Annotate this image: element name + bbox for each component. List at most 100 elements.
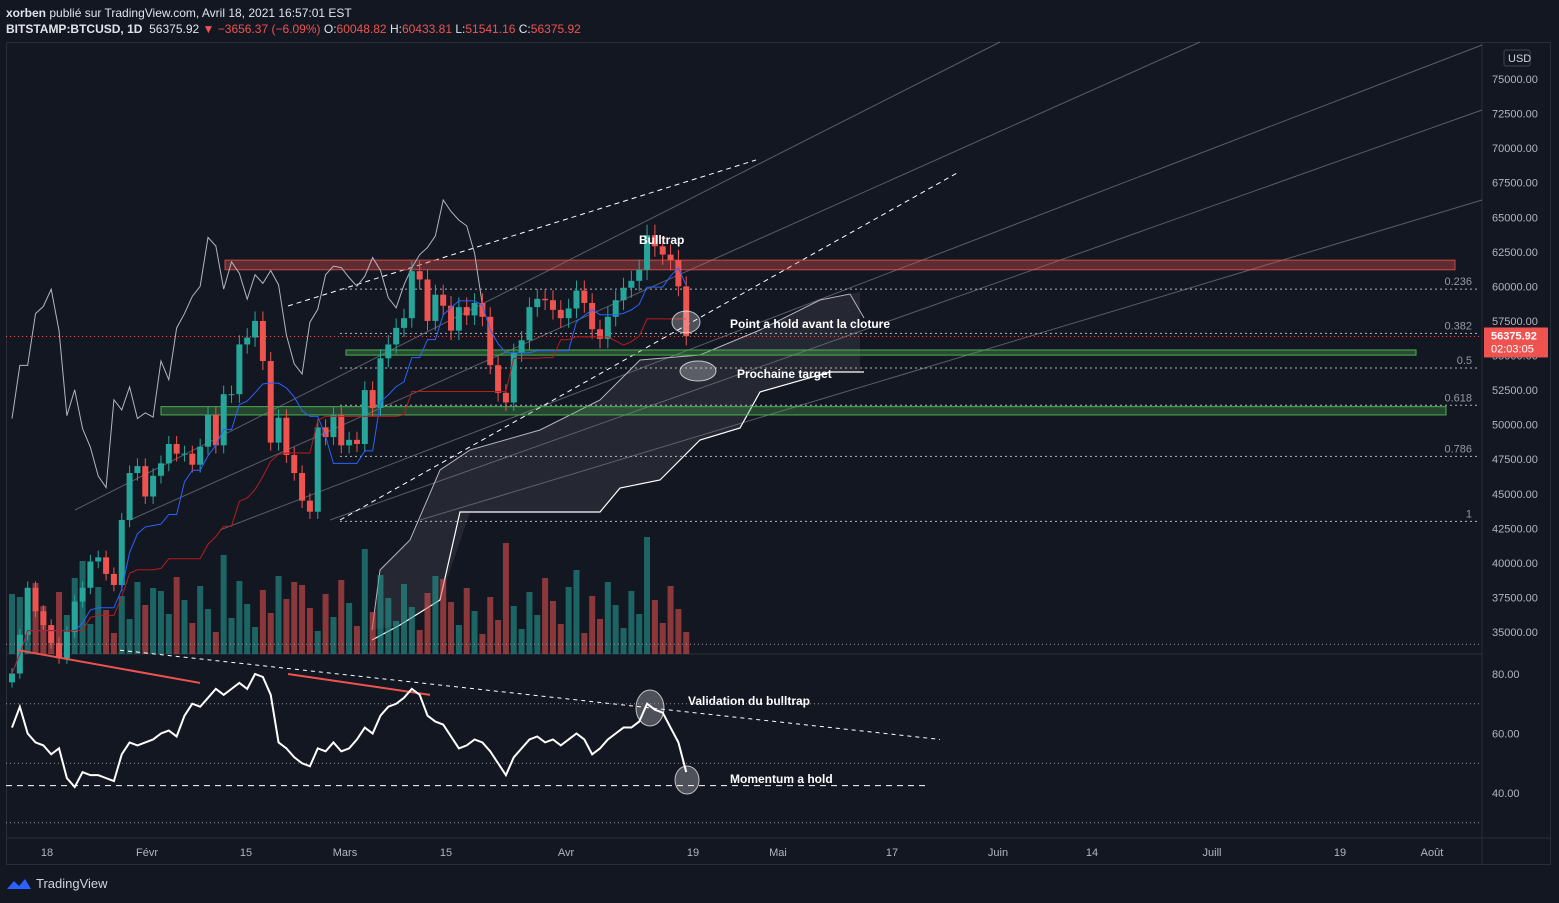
volume-bar [377,575,384,654]
time-tick-label: Mai [769,847,787,859]
candle-body [157,463,164,476]
price-tick-label: 47500.00 [1492,454,1538,466]
volume-bar [134,582,141,654]
volume-bar [157,591,164,654]
volume-bar [361,549,368,654]
candle-body [212,414,219,446]
fib-label-3: 0.618 [1444,392,1472,404]
candle-body [322,427,329,438]
candle-body [644,235,651,270]
price-tick-label: 35000.00 [1492,627,1538,639]
volume-bar [56,592,63,654]
candle-body [150,475,157,497]
symbol-label[interactable]: BITSTAMP:BTCUSD, 1D [6,22,143,36]
next-target-label: Prochaine target [737,367,832,381]
time-tick-label: 15 [240,847,252,859]
candle-body [675,260,682,287]
volume-bar [299,585,306,654]
open-value: 60048.82 [336,22,387,36]
volume-bar [346,603,353,654]
volume-bar [683,632,690,654]
low-value: 51541.16 [465,22,516,36]
price-tick-label: 40000.00 [1492,558,1538,570]
volume-bar [424,593,431,654]
regression-channel-line [219,44,1483,531]
candle-body [369,390,376,409]
volume-bar [495,620,502,654]
footer-brand[interactable]: TradingView [36,876,108,891]
rsi-tick-label: 60.00 [1492,729,1520,741]
candle-body [612,300,619,317]
rsi-line [11,672,688,789]
price-tick-label: 52500.00 [1492,385,1538,397]
volume-bar [557,624,564,654]
volume-bar [9,594,15,654]
volume-bar [440,579,447,654]
volume-bar [228,618,235,654]
volume-bar [150,588,157,654]
momentum-circle [674,765,700,795]
candle-body [597,329,603,339]
cloud-span-a [371,293,865,631]
candle-body [134,466,141,474]
rsi-divergence-line-1 [17,649,201,684]
volume-bar [181,600,188,654]
candle-body [275,417,282,443]
volume-bar [667,586,674,654]
publisher-name[interactable]: xorben [6,6,47,20]
chart-frame [6,42,1551,865]
bulltrap-label: Bulltrap [639,233,684,247]
price-tick-label: 57500.00 [1492,316,1538,328]
time-tick-label: 18 [41,847,53,859]
price-tick-label: 72500.00 [1492,109,1538,121]
candle-body [565,308,572,319]
regression-channel-line [74,41,1001,511]
time-tick-label: Mars [333,847,358,859]
candle-body [448,305,455,331]
volume-bar [487,597,494,654]
candle-body [534,298,541,308]
candle-body [557,309,564,319]
candle-body [518,340,525,353]
candle-body [338,414,345,446]
price-tick-label: 65000.00 [1492,212,1538,224]
lower-trend-dashed-line [339,172,958,521]
high-value: 60433.81 [401,22,452,36]
target-circle [679,360,717,382]
resistance-zone [224,259,1456,271]
volume-bar [597,619,603,654]
candle-body [581,290,588,303]
support-zone-lower [160,406,1447,416]
candle-body [487,316,494,366]
volume-bar [471,611,478,654]
currency-badge [1503,49,1531,67]
candle-body [189,453,196,465]
price-tick-label: 70000.00 [1492,143,1538,155]
volume-bar [330,617,337,654]
hold-point-circle [671,310,701,334]
candle-body [667,254,674,261]
volume-bar [573,570,580,654]
volume-bar [675,609,682,654]
candle-body [87,561,94,588]
volume-bar [589,596,596,654]
price-tick-label: 75000.00 [1492,74,1538,86]
volume-bar [24,620,31,654]
time-tick-label: Août [1421,847,1444,859]
volume-bar [455,625,462,654]
volume-bar [542,578,549,654]
fib-label-1: 0.382 [1444,320,1472,332]
candle-body [181,453,188,455]
volume-bar [393,621,400,654]
volume-bar [275,576,282,654]
tradingview-logo-icon [7,878,31,889]
volume-bar [432,576,439,654]
candle-body [463,307,470,316]
volume-bar [549,601,556,654]
volume-bar [408,607,415,654]
volume-bar [353,626,360,654]
tenkan-line [11,266,687,674]
candle-body [205,414,211,447]
volume-bar [48,629,55,654]
